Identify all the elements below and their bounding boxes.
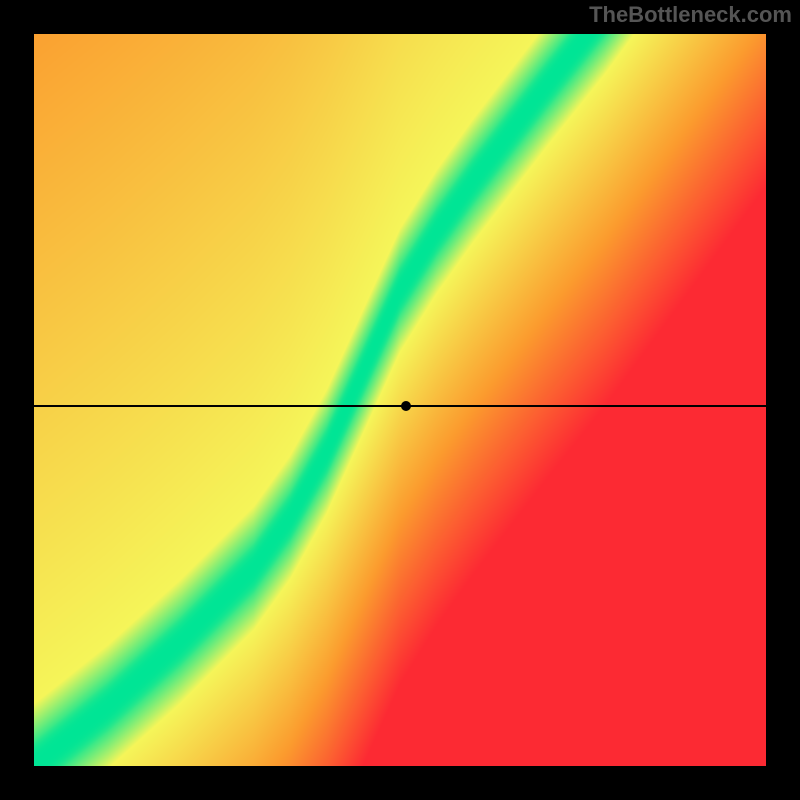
heatmap-canvas: [34, 34, 766, 766]
plot-border: [34, 34, 766, 766]
watermark-text: TheBottleneck.com: [589, 2, 792, 28]
chart-container: TheBottleneck.com: [0, 0, 800, 800]
heatmap-wrap: [34, 34, 766, 766]
crosshair-vertical: [405, 766, 407, 800]
crosshair-dot: [401, 401, 411, 411]
